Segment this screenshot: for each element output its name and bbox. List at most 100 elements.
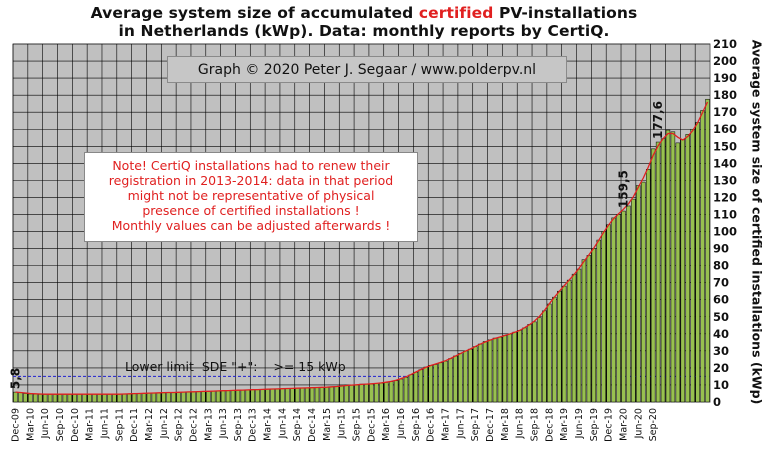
note-box: Note! CertiQ installations had to renew …	[84, 152, 418, 242]
x-tick-label: Mar-14	[263, 408, 274, 441]
bar	[126, 393, 132, 403]
bar	[626, 205, 631, 403]
bar	[270, 388, 275, 403]
bar	[206, 391, 211, 403]
bar	[87, 393, 92, 403]
y-tick-label: 110	[713, 207, 737, 221]
bar	[576, 268, 582, 403]
bar	[102, 393, 107, 403]
x-tick-label: Dec-15	[366, 408, 377, 442]
bar	[280, 388, 285, 403]
bar	[285, 388, 290, 403]
bar	[379, 382, 384, 403]
y-tick-label: 150	[713, 139, 737, 153]
bar	[468, 348, 473, 403]
x-tick-label: Dec-19	[604, 408, 615, 442]
bar	[700, 110, 705, 403]
note-line-4: presence of certified installations !	[142, 203, 360, 218]
value-label: 177,6	[651, 101, 665, 139]
x-tick-label: Mar-12	[144, 408, 155, 441]
bar	[487, 339, 493, 403]
bar	[176, 392, 181, 403]
chart-title-part-1: Average system size of accumulated	[90, 4, 419, 22]
bar	[616, 214, 621, 403]
credit-text: Graph © 2020 Peter J. Segaar / www.polde…	[197, 61, 537, 78]
bar	[33, 393, 38, 403]
bar	[463, 350, 468, 403]
x-tick-label: Dec-16	[426, 408, 437, 442]
bar	[52, 394, 58, 403]
bar	[586, 255, 592, 403]
bar	[107, 393, 112, 403]
bar	[636, 185, 641, 403]
bar	[255, 389, 260, 403]
y-tick-label: 80	[713, 259, 729, 273]
x-tick-label: Jun-14	[277, 408, 288, 439]
bar	[581, 259, 587, 403]
bar	[156, 392, 162, 403]
bar	[537, 317, 542, 403]
bar	[295, 387, 300, 403]
y-axis-title: Average system size of certified install…	[749, 39, 765, 405]
bar	[398, 378, 404, 403]
bar	[77, 393, 82, 403]
bar	[364, 383, 369, 403]
bar	[621, 210, 626, 403]
x-tick-label: Jun-17	[455, 408, 466, 439]
bar	[191, 391, 196, 403]
bar	[665, 129, 671, 403]
value-label: 5,8	[8, 368, 22, 389]
bar	[166, 392, 171, 403]
bar	[596, 239, 601, 403]
bar	[215, 390, 221, 403]
chart-title-part-2: PV-installations	[493, 4, 638, 22]
bar	[542, 310, 547, 403]
bar	[275, 388, 280, 403]
x-tick-label: Mar-13	[203, 408, 214, 441]
chart-title-line-1: Average system size of accumulated certi…	[0, 4, 728, 22]
bar	[37, 394, 43, 403]
bar	[527, 324, 532, 403]
bar	[557, 290, 562, 403]
y-tick-label: 70	[713, 276, 729, 290]
y-tick-label: 170	[713, 105, 737, 119]
x-tick-label: Dec-18	[544, 408, 555, 442]
x-tick-label: Sep-19	[589, 408, 600, 441]
x-tick-labels: Dec-09 Mar-10 Jun-10 Sep-10 Dec-10 Mar-11 Jun-…	[10, 408, 659, 442]
value-label: 159,5	[616, 170, 630, 208]
x-tick-label: Dec-09	[10, 408, 21, 442]
bar	[97, 393, 102, 403]
bar	[591, 248, 597, 403]
bar	[660, 138, 666, 403]
bar	[235, 389, 241, 403]
bar	[319, 387, 325, 403]
x-tick-label: Sep-10	[55, 408, 66, 441]
bar	[606, 224, 611, 403]
y-tick-label: 120	[713, 190, 737, 204]
bar	[225, 390, 231, 403]
lower-limit-label: Lower limit SDE "+": >= 15 kWp	[125, 359, 346, 374]
x-tick-label: Sep-13	[233, 408, 244, 441]
y-tick-label: 0	[713, 395, 721, 409]
bar	[690, 128, 695, 403]
bar	[112, 393, 117, 403]
bar	[443, 360, 448, 403]
x-tick-label: Dec-10	[70, 408, 81, 442]
x-tick-label: Dec-17	[485, 408, 496, 442]
bar	[62, 394, 68, 403]
bar	[705, 98, 710, 403]
x-tick-label: Mar-20	[618, 408, 629, 441]
x-tick-label: Sep-14	[292, 408, 303, 441]
x-tick-label: Dec-12	[188, 408, 199, 442]
bar	[210, 390, 216, 403]
bar	[146, 392, 152, 403]
bar	[72, 394, 78, 403]
bar	[472, 346, 478, 403]
bar	[18, 392, 23, 403]
bar	[680, 139, 686, 403]
y-tick-label: 100	[713, 225, 737, 239]
bar	[201, 391, 206, 403]
bar	[196, 391, 201, 403]
bar	[423, 366, 428, 403]
